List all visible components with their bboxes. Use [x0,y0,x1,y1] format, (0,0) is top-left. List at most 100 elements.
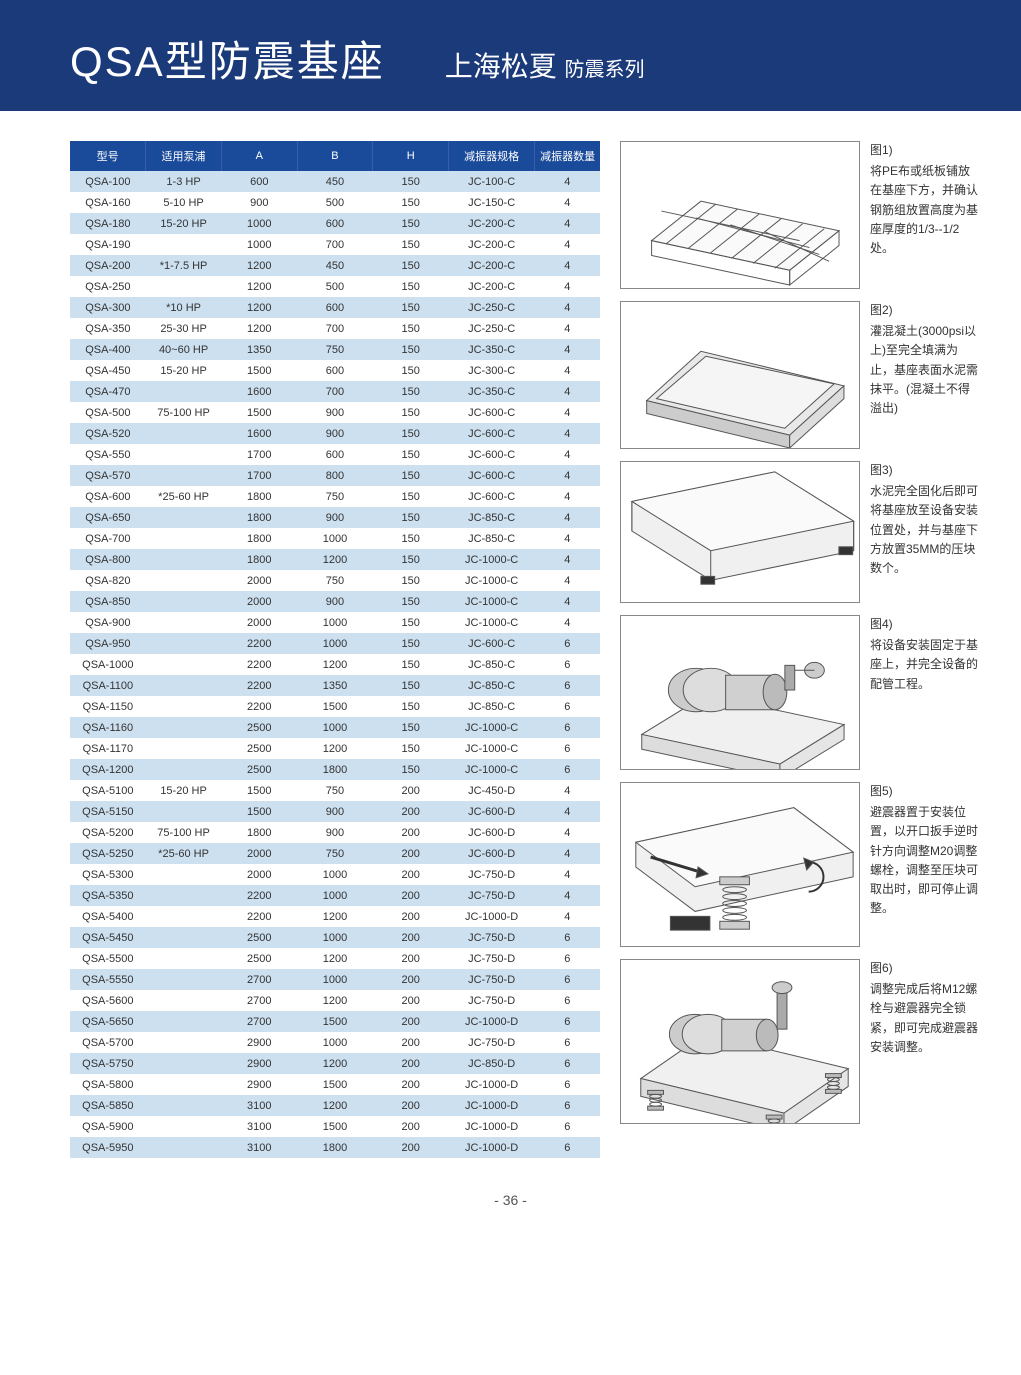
table-cell: JC-750-D [449,1032,535,1053]
table-cell: QSA-950 [70,633,146,654]
table-cell: 150 [373,444,449,465]
table-cell: 4 [535,360,600,381]
table-cell: JC-750-D [449,885,535,906]
table-row: QSA-100022001200150JC-850-C6 [70,654,600,675]
table-row: QSA-510015-20 HP1500750200JC-450-D4 [70,780,600,801]
table-cell: 3100 [221,1095,297,1116]
table-cell: 2700 [221,1011,297,1032]
table-row: QSA-115022001500150JC-850-C6 [70,696,600,717]
table-cell [146,507,222,528]
table-row: QSA-1605-10 HP900500150JC-150-C4 [70,192,600,213]
table-row: QSA-116025001000150JC-1000-C6 [70,717,600,738]
table-cell: 200 [373,948,449,969]
table-row: QSA-40040~60 HP1350750150JC-350-C4 [70,339,600,360]
table-row: QSA-117025001200150JC-1000-C6 [70,738,600,759]
table-cell: QSA-1100 [70,675,146,696]
table-cell: JC-1000-C [449,591,535,612]
table-cell: 6 [535,1053,600,1074]
figure-row: 图4)将设备安装固定于基座上，并完全设备的配管工程。 [620,615,981,770]
table-row: QSA-5501700600150JC-600-C4 [70,444,600,465]
table-cell: JC-1000-C [449,612,535,633]
table-row: QSA-2501200500150JC-200-C4 [70,276,600,297]
table-cell: 500 [297,276,373,297]
page-title: QSA型防震基座 [70,28,385,89]
table-cell: 1200 [221,318,297,339]
table-cell: 6 [535,927,600,948]
table-cell: 4 [535,822,600,843]
table-cell [146,1116,222,1137]
table-row: QSA-540022001200200JC-1000-D4 [70,906,600,927]
table-cell [146,570,222,591]
table-cell: JC-450-D [449,780,535,801]
table-cell: QSA-820 [70,570,146,591]
table-row: QSA-8202000750150JC-1000-C4 [70,570,600,591]
table-row: QSA-550025001200200JC-750-D6 [70,948,600,969]
table-cell: 200 [373,885,449,906]
table-cell: 600 [297,444,373,465]
table-cell: 200 [373,864,449,885]
table-cell: QSA-5500 [70,948,146,969]
table-cell: JC-750-D [449,948,535,969]
table-cell: JC-600-C [449,465,535,486]
table-cell: QSA-1160 [70,717,146,738]
table-cell: 1500 [297,1011,373,1032]
table-cell: 1200 [297,738,373,759]
table-header-cell: A [221,141,297,171]
table-cell: 1200 [297,1095,373,1116]
table-cell: 150 [373,276,449,297]
table-cell: 150 [373,654,449,675]
spec-table: 型号适用泵浦ABH减振器规格减振器数量 QSA-1001-3 HP6004501… [70,141,600,1158]
table-cell: 1200 [297,906,373,927]
table-cell: 2700 [221,969,297,990]
figure-caption: 图6)调整完成后将M12螺栓与避震器完全锁紧，即可完成避震器安装调整。 [870,959,980,1057]
figure-row: 图5)避震器置于安装位置，以开口扳手逆时针方向调整M20调整螺栓，调整至压块可取… [620,782,981,947]
table-cell: 4 [535,255,600,276]
table-cell: QSA-5550 [70,969,146,990]
table-cell: 1500 [221,780,297,801]
table-cell: 150 [373,213,449,234]
table-cell: 150 [373,591,449,612]
figure-label: 图3) [870,461,980,480]
table-cell: 200 [373,1074,449,1095]
table-cell: QSA-1150 [70,696,146,717]
table-cell: JC-200-C [449,213,535,234]
table-row: QSA-5250*25-60 HP2000750200JC-600-D4 [70,843,600,864]
table-cell: JC-600-C [449,402,535,423]
table-cell: 1000 [297,717,373,738]
table-cell: 4 [535,843,600,864]
table-cell: 1200 [221,255,297,276]
table-row: QSA-580029001500200JC-1000-D6 [70,1074,600,1095]
page-number: - 36 - [0,1178,1021,1222]
table-cell: QSA-5350 [70,885,146,906]
table-row: QSA-600*25-60 HP1800750150JC-600-C4 [70,486,600,507]
table-cell: 900 [297,507,373,528]
table-cell: 150 [373,360,449,381]
table-cell: 150 [373,738,449,759]
figure-row: 图3) 水泥完全固化后即可将基座放至设备安装位置处，并与基座下方放置35MM的压块… [620,461,981,603]
table-cell: 4 [535,402,600,423]
table-cell: 1200 [221,276,297,297]
figure-text: 水泥完全固化后即可将基座放至设备安装位置处，并与基座下方放置35MM的压块数个。 [870,484,978,575]
figure-caption: 图1)将PE布或纸板铺放在基座下方，并确认钢筋组放置高度为基座厚度的1/3--1… [870,141,980,258]
table-cell: 150 [373,402,449,423]
table-cell: JC-600-D [449,843,535,864]
table-cell: JC-200-C [449,276,535,297]
table-cell: 150 [373,255,449,276]
table-cell: 2200 [221,696,297,717]
table-cell: 700 [297,318,373,339]
table-cell: 1200 [297,549,373,570]
table-header-cell: 减振器数量 [535,141,600,171]
table-row: QSA-520075-100 HP1800900200JC-600-D4 [70,822,600,843]
table-cell: 750 [297,486,373,507]
table-row: QSA-80018001200150JC-1000-C4 [70,549,600,570]
table-cell: 750 [297,339,373,360]
table-cell: 1800 [221,549,297,570]
table-cell: 6 [535,1116,600,1137]
table-cell: 75-100 HP [146,402,222,423]
table-cell: 200 [373,1095,449,1116]
table-cell: 150 [373,339,449,360]
table-cell: JC-150-C [449,192,535,213]
table-cell: QSA-600 [70,486,146,507]
table-cell: 200 [373,1011,449,1032]
table-cell: JC-600-C [449,633,535,654]
